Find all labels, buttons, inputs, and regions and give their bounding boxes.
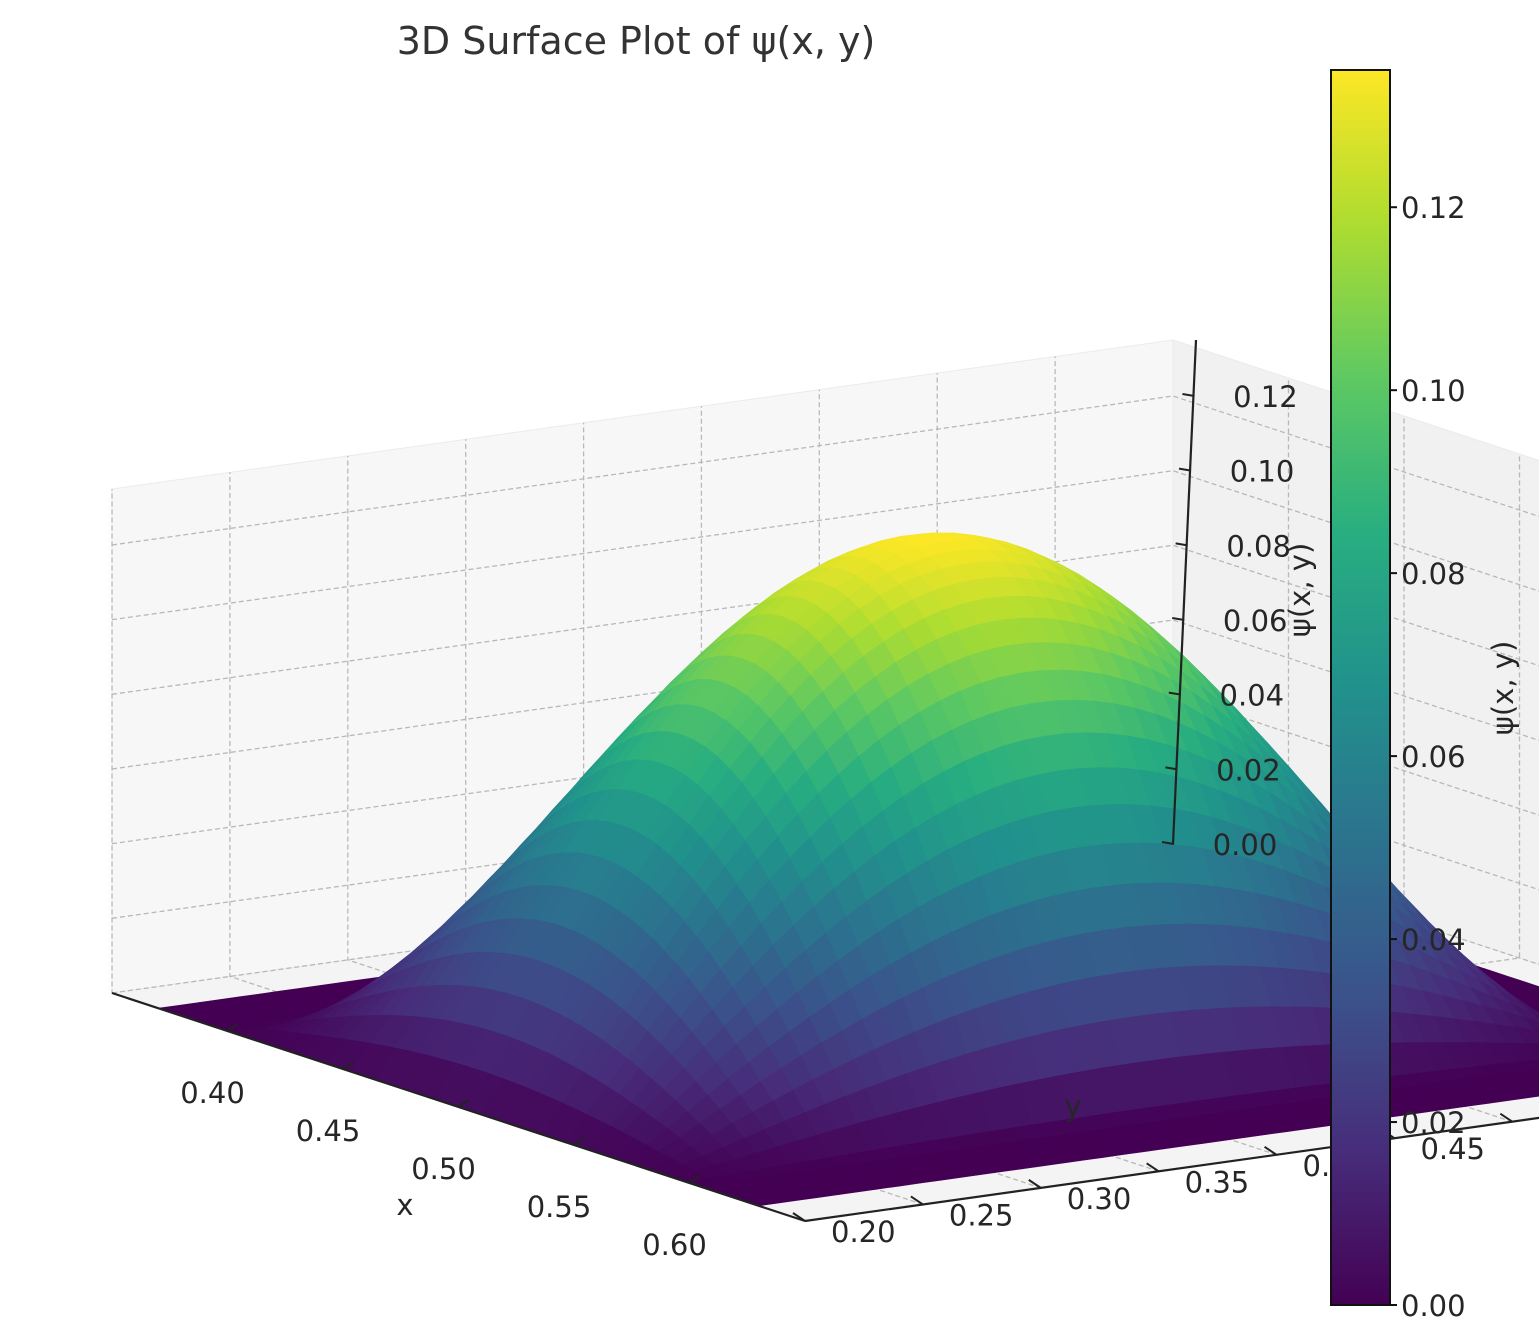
x-tick-label: 0.55 (527, 1190, 592, 1224)
colorbar-ticks: 0.00 0.02 0.04 0.06 0.08 0.10 0.12 (1390, 191, 1466, 1323)
z-tick-label: 0.12 (1233, 380, 1298, 414)
y-tick-mark (1499, 1112, 1513, 1123)
z-tick-label: 0.10 (1230, 455, 1295, 489)
x-tick-mark (573, 1137, 585, 1146)
x-tick-label: 0.45 (296, 1114, 361, 1148)
z-tick-label: 0.06 (1223, 604, 1288, 638)
axis-ticks: 0.400.450.500.550.600.200.250.300.350.40… (180, 380, 1539, 1262)
x-tick-mark (226, 1023, 239, 1032)
colorbar-label: ψ(x, y) (1486, 641, 1520, 736)
z-axis-line (1171, 339, 1198, 845)
surface (158, 532, 1539, 1207)
y-tick-mark (1028, 1179, 1042, 1189)
z-tick-label: 0.00 (1213, 828, 1278, 862)
z-tick-mark (1165, 766, 1178, 771)
chart-title: 3D Surface Plot of ψ(x, y) (397, 19, 876, 63)
x-tick-label: 0.50 (411, 1152, 476, 1186)
x-tick-mark (457, 1099, 470, 1108)
z-tick-mark (1178, 467, 1192, 472)
z-tick-label: 0.08 (1226, 529, 1291, 563)
y-tick-label: 0.20 (831, 1215, 896, 1249)
colorbar-tick-label: 0.10 (1401, 374, 1466, 408)
y-tick-mark (910, 1195, 924, 1206)
colorbar-tick-label: 0.06 (1401, 740, 1466, 774)
x-tick-mark (342, 1061, 354, 1070)
y-tick-label: 0.25 (949, 1198, 1014, 1232)
z-tick-mark (1182, 393, 1195, 397)
z-tick-mark (1161, 841, 1175, 845)
z-tick-label: 0.02 (1216, 753, 1281, 787)
z-axis-label: ψ(x, y) (1283, 543, 1317, 638)
y-tick-label: 0.35 (1185, 1165, 1250, 1199)
colorbar-tick-label: 0.00 (1401, 1289, 1466, 1323)
y-tick-label: 0.30 (1067, 1182, 1132, 1216)
x-tick-label: 0.60 (642, 1228, 707, 1262)
x-axis-label: x (396, 1188, 413, 1222)
y-tick-mark (1146, 1162, 1160, 1173)
colorbar-tick-label: 0.12 (1401, 191, 1466, 225)
colorbar-tick-label: 0.08 (1401, 557, 1466, 591)
z-tick-label: 0.04 (1220, 679, 1285, 713)
colorbar-tick-label: 0.02 (1401, 1106, 1466, 1140)
colorbar-tick-label: 0.04 (1401, 923, 1466, 957)
z-tick-mark (1175, 542, 1188, 547)
z-tick-mark (1172, 617, 1185, 621)
z-tick-mark (1168, 691, 1181, 696)
x-tick-mark (688, 1175, 701, 1184)
y-tick-label: 0.45 (1420, 1132, 1485, 1166)
y-axis-label: y (1064, 1089, 1081, 1123)
y-tick-mark (792, 1212, 806, 1222)
y-tick-mark (1264, 1145, 1278, 1156)
x-tick-label: 0.40 (180, 1076, 245, 1110)
colorbar (1330, 69, 1391, 1306)
